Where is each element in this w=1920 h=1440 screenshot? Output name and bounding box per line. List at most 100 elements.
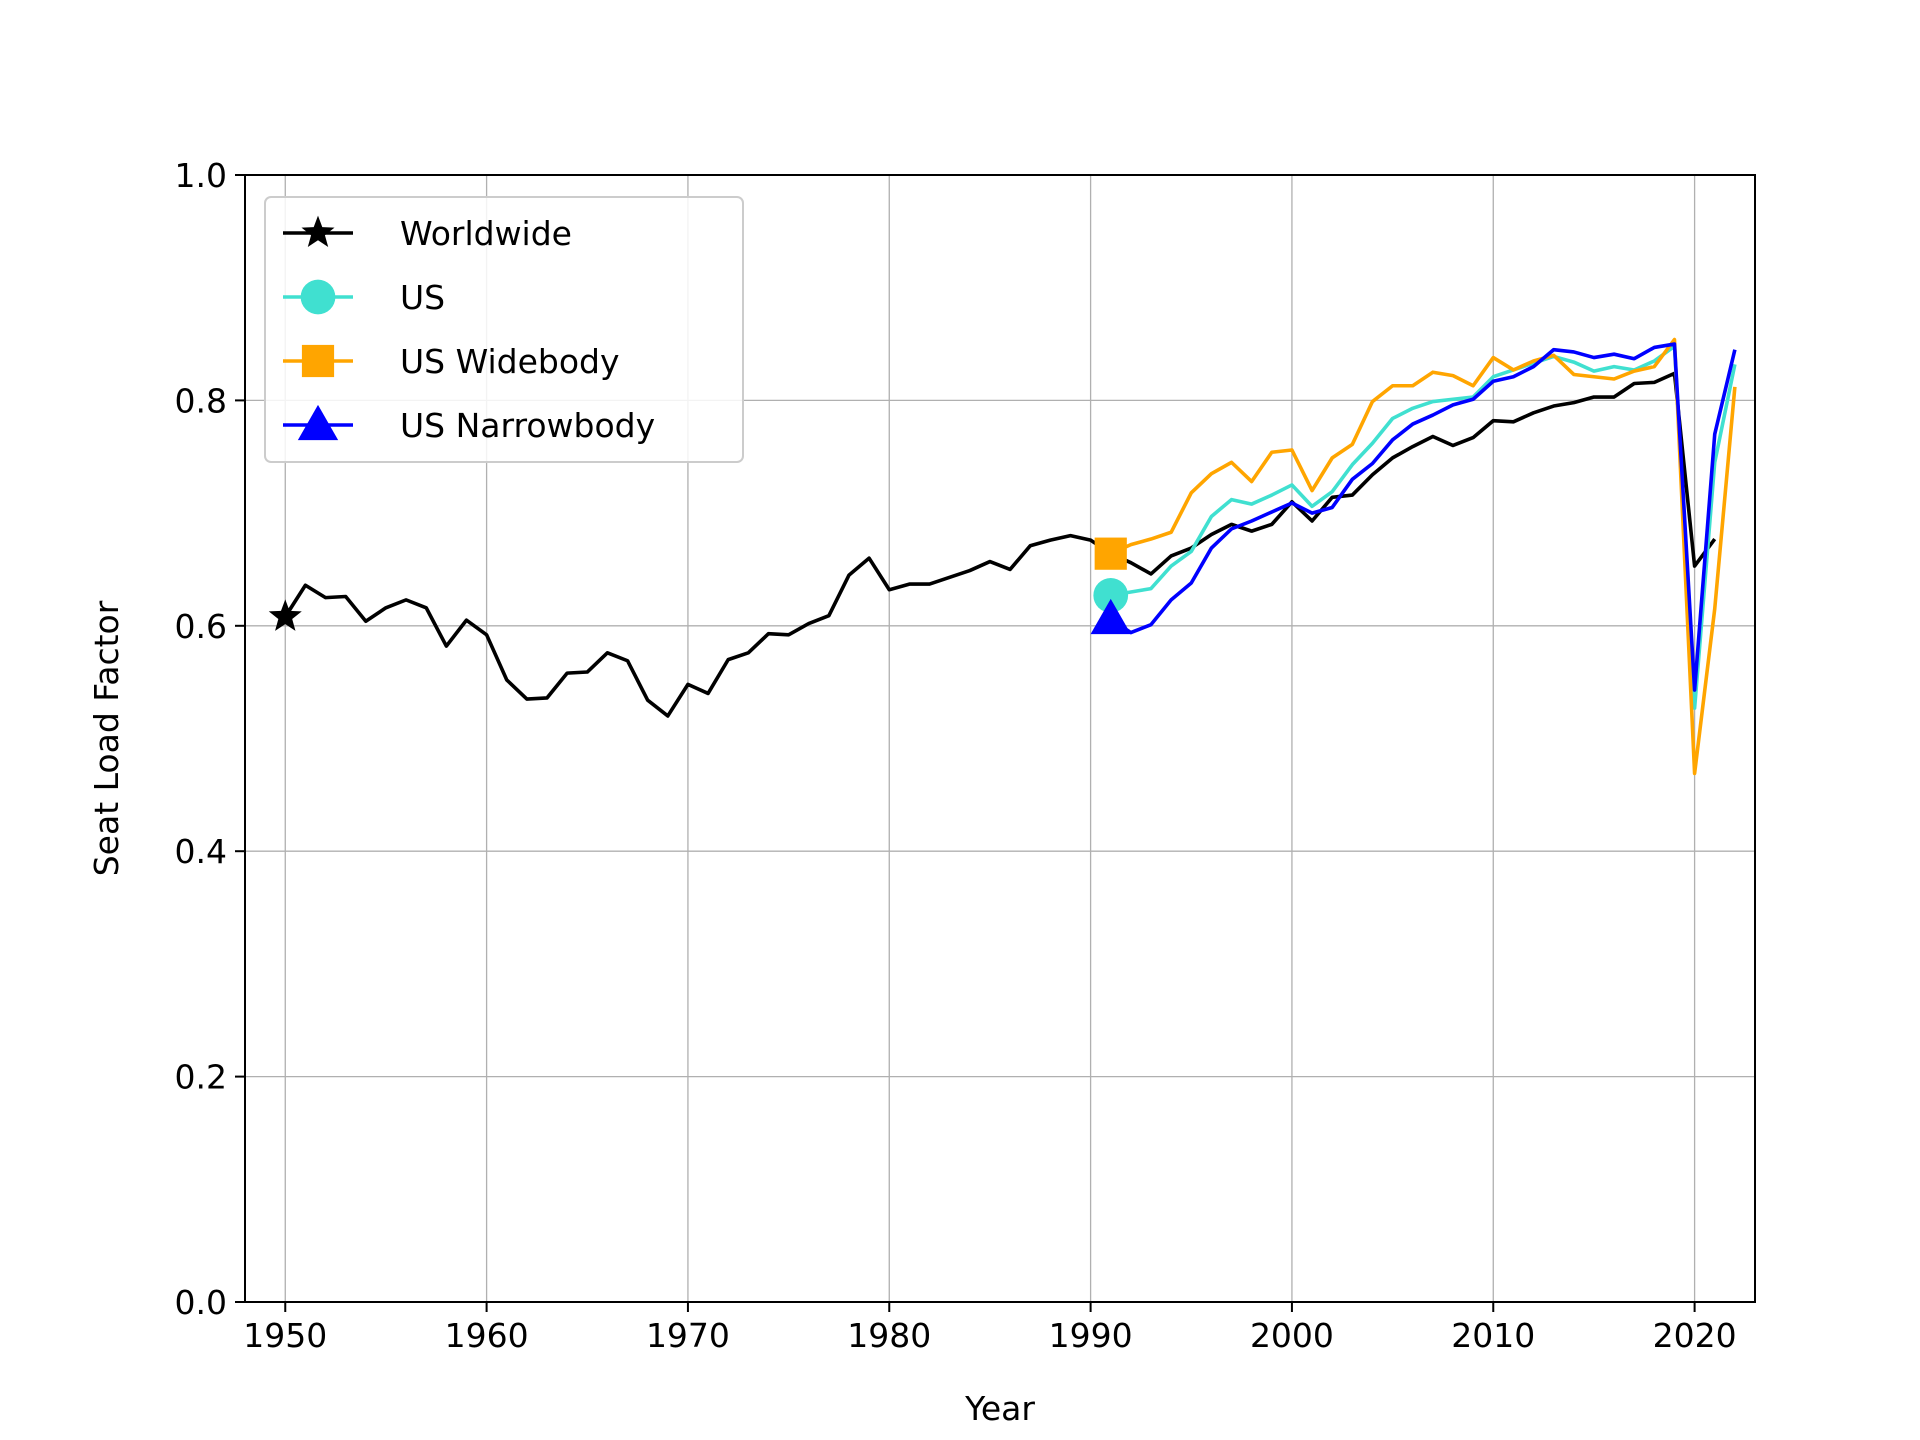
data-point bbox=[1692, 564, 1696, 568]
data-point bbox=[1129, 560, 1133, 564]
data-point bbox=[1370, 461, 1374, 465]
data-point bbox=[1431, 370, 1435, 374]
series-us-widebody bbox=[1094, 337, 1737, 776]
data-point bbox=[1290, 448, 1294, 452]
y-tick-label: 0.6 bbox=[175, 607, 227, 646]
data-point bbox=[1330, 456, 1334, 460]
series-start-marker bbox=[1094, 537, 1127, 570]
data-point bbox=[847, 573, 851, 577]
legend-item: Worldwide bbox=[283, 214, 572, 253]
series-start-marker bbox=[1090, 598, 1131, 635]
legend-marker bbox=[301, 344, 335, 378]
data-point bbox=[947, 575, 951, 579]
data-point bbox=[1592, 355, 1596, 359]
data-point bbox=[1592, 369, 1596, 373]
data-point bbox=[1612, 352, 1616, 356]
data-point bbox=[1511, 368, 1515, 372]
data-point bbox=[1270, 522, 1274, 526]
data-point bbox=[1390, 416, 1394, 420]
data-point bbox=[1692, 771, 1696, 775]
data-point bbox=[1733, 347, 1737, 351]
data-point bbox=[766, 631, 770, 635]
data-point bbox=[1572, 360, 1576, 364]
data-point bbox=[1229, 522, 1233, 526]
data-point bbox=[1612, 377, 1616, 381]
series-worldwide bbox=[268, 371, 1717, 718]
data-point bbox=[1310, 488, 1314, 492]
data-point bbox=[625, 659, 629, 663]
legend-item: US Narrowbody bbox=[283, 404, 655, 445]
data-point bbox=[1491, 355, 1495, 359]
data-point bbox=[867, 556, 871, 560]
data-point bbox=[545, 696, 549, 700]
data-point bbox=[1209, 546, 1213, 550]
data-point bbox=[1572, 372, 1576, 376]
data-point bbox=[1270, 450, 1274, 454]
data-point bbox=[1451, 373, 1455, 377]
data-point bbox=[364, 619, 368, 623]
data-point bbox=[484, 633, 488, 637]
data-point bbox=[1129, 590, 1133, 594]
x-tick-label: 1980 bbox=[847, 1316, 931, 1355]
data-point bbox=[1370, 441, 1374, 445]
data-point bbox=[1471, 397, 1475, 401]
data-point bbox=[1431, 399, 1435, 403]
data-point bbox=[1531, 364, 1535, 368]
data-point bbox=[525, 697, 529, 701]
x-tick-label: 1990 bbox=[1049, 1316, 1133, 1355]
data-point bbox=[645, 698, 649, 702]
series-us-narrowbody bbox=[1090, 342, 1737, 692]
data-point bbox=[1249, 502, 1253, 506]
data-point bbox=[1632, 369, 1636, 373]
data-point bbox=[907, 582, 911, 586]
series-line bbox=[1109, 342, 1737, 692]
data-point bbox=[1290, 501, 1294, 505]
legend-label: US bbox=[400, 278, 445, 317]
data-point bbox=[1149, 537, 1153, 541]
data-point bbox=[988, 559, 992, 563]
data-point bbox=[1270, 510, 1274, 514]
data-point bbox=[1451, 397, 1455, 401]
data-point bbox=[1229, 497, 1233, 501]
x-axis: 1950 1960 1970 1980 1990 2000 2010 2020 bbox=[243, 1302, 1737, 1355]
data-point bbox=[1551, 347, 1555, 351]
data-point bbox=[1209, 532, 1213, 536]
data-point bbox=[1048, 538, 1052, 542]
data-point bbox=[1411, 384, 1415, 388]
data-point bbox=[1249, 479, 1253, 483]
data-point bbox=[1672, 342, 1676, 346]
data-point bbox=[1652, 345, 1656, 349]
data-point bbox=[1451, 403, 1455, 407]
data-point bbox=[968, 568, 972, 572]
data-point bbox=[1713, 607, 1717, 611]
data-point bbox=[1270, 493, 1274, 497]
x-tick-label: 2020 bbox=[1653, 1316, 1737, 1355]
data-point bbox=[1511, 420, 1515, 424]
legend-label: Worldwide bbox=[400, 214, 572, 253]
x-tick-label: 1970 bbox=[646, 1316, 730, 1355]
data-point bbox=[1692, 688, 1696, 692]
data-point bbox=[1531, 411, 1535, 415]
data-point bbox=[1149, 586, 1153, 590]
data-point bbox=[404, 598, 408, 602]
data-point bbox=[1330, 505, 1334, 509]
legend-box bbox=[264, 196, 744, 463]
data-point bbox=[1411, 406, 1415, 410]
data-point bbox=[1491, 375, 1495, 379]
data-point bbox=[1531, 359, 1535, 363]
data-point bbox=[1390, 456, 1394, 460]
series-us bbox=[1093, 344, 1737, 710]
y-tick-label: 0.8 bbox=[175, 381, 227, 420]
series-start-marker bbox=[1093, 578, 1129, 613]
data-point bbox=[1431, 434, 1435, 438]
data-point bbox=[1592, 375, 1596, 379]
data-point bbox=[384, 606, 388, 610]
x-tick-label: 2010 bbox=[1451, 1316, 1535, 1355]
data-point bbox=[1652, 364, 1656, 368]
data-point bbox=[1189, 491, 1193, 495]
data-point bbox=[1390, 384, 1394, 388]
data-point bbox=[1551, 404, 1555, 408]
legend-item: US bbox=[283, 278, 445, 317]
x-tick-label: 1950 bbox=[243, 1316, 327, 1355]
data-point bbox=[1431, 413, 1435, 417]
